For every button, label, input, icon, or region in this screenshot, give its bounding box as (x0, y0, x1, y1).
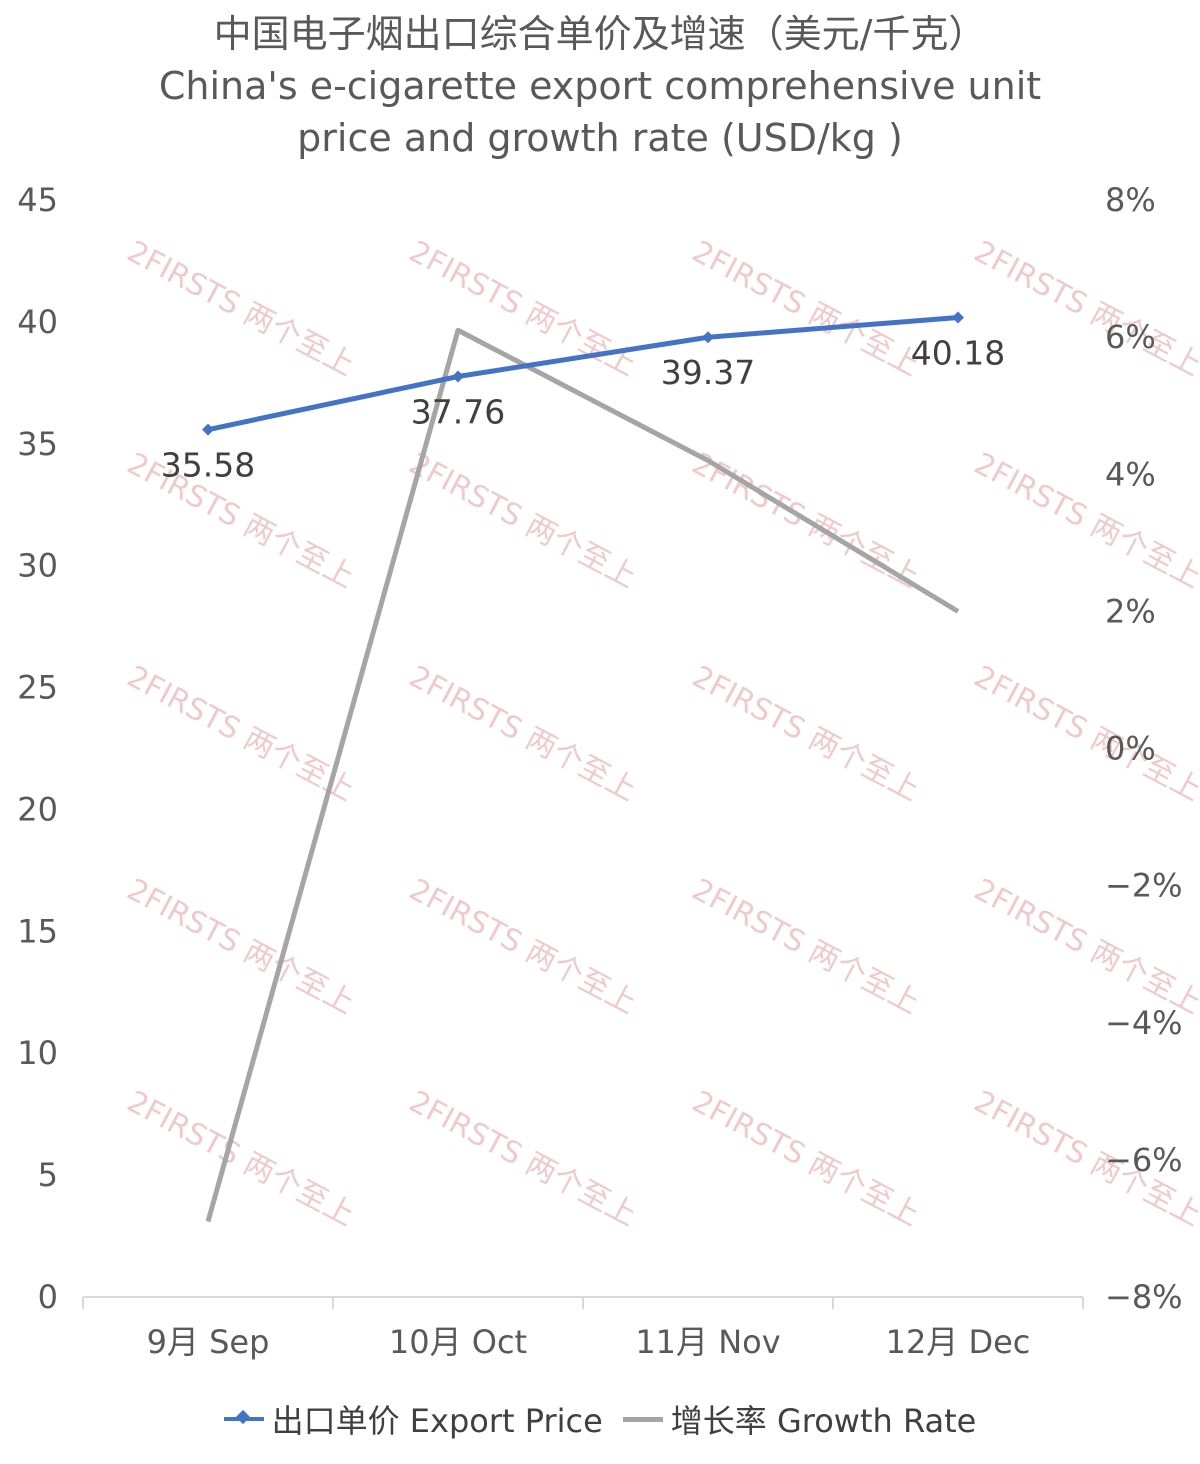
watermark-text: 2FIRSTS 两个至上 (121, 872, 360, 1021)
watermark-text: 2FIRSTS 两个至上 (686, 1084, 925, 1233)
data-point-export-price (452, 370, 464, 383)
right-y-tick-label: −2% (1105, 867, 1183, 905)
legend-label-growth: 增长率 Growth Rate (670, 1402, 977, 1440)
watermark-text: 2FIRSTS 两个至上 (403, 1084, 642, 1233)
right-y-tick-label: −4% (1105, 1004, 1183, 1042)
right-y-tick-label: −6% (1105, 1141, 1183, 1179)
watermark-text: 2FIRSTS 两个至上 (968, 446, 1200, 595)
right-y-tick-label: 8% (1105, 181, 1156, 219)
chart-title-en-line2: price and growth rate (USD/kg ) (297, 116, 903, 160)
left-y-tick-label: 10 (17, 1034, 58, 1072)
data-label-export-price: 37.76 (411, 392, 505, 431)
left-y-tick-label: 30 (17, 547, 58, 585)
x-tick-label: 10月 Oct (389, 1323, 527, 1361)
x-tick-label: 12月 Dec (886, 1323, 1031, 1361)
right-y-tick-label: 0% (1105, 730, 1156, 768)
left-y-tick-label: 45 (17, 181, 58, 219)
watermark-text: 2FIRSTS 两个至上 (403, 659, 642, 808)
right-y-tick-label: −8% (1105, 1278, 1183, 1316)
chart-canvas: 2FIRSTS 两个至上 2FIRSTS 两个至上 2FIRSTS 两个至上 2FIR… (17, 181, 1200, 1361)
data-label-export-price: 39.37 (661, 353, 755, 392)
right-y-tick-label: 6% (1105, 318, 1156, 356)
series-line-growth-rate (205, 327, 960, 1223)
data-label-export-price: 40.18 (911, 334, 1005, 373)
series-line-export-price (207, 315, 959, 433)
chart-title-en-line1: China's e-cigarette export comprehensive… (158, 64, 1042, 108)
data-point-export-price (202, 423, 214, 436)
watermark-text: 2FIRSTS 两个至上 (121, 234, 360, 383)
left-y-tick-label: 0 (38, 1278, 58, 1316)
watermark-text: 2FIRSTS 两个至上 (968, 659, 1200, 808)
data-point-export-price (702, 331, 714, 344)
legend-swatch-growth (622, 1416, 663, 1422)
watermark-text: 2FIRSTS 两个至上 (686, 659, 925, 808)
chart-title-zh: 中国电子烟出口综合单价及增速（美元/千克） (213, 12, 987, 56)
watermark-text: 2FIRSTS 两个至上 (403, 234, 642, 383)
watermark-text: 2FIRSTS 两个至上 (403, 446, 642, 595)
left-y-tick-label: 40 (17, 303, 58, 341)
watermark-text: 2FIRSTS 两个至上 (403, 872, 642, 1021)
watermark-text: 2FIRSTS 两个至上 (686, 872, 925, 1021)
right-y-tick-label: 4% (1105, 455, 1156, 493)
legend-item-price: 出口单价 Export Price (223, 1396, 603, 1442)
watermark-text: 2FIRSTS 两个至上 (121, 659, 360, 808)
left-y-tick-label: 25 (17, 669, 58, 707)
left-y-tick-label: 5 (38, 1156, 58, 1194)
data-point-export-price (952, 311, 964, 324)
x-tick-label: 11月 Nov (635, 1323, 780, 1361)
legend: 出口单价 Export Price 增长率 Growth Rate (0, 1396, 1200, 1442)
left-y-tick-label: 35 (17, 425, 58, 463)
x-tick-label: 9月 Sep (147, 1323, 270, 1361)
legend-item-growth: 增长率 Growth Rate (622, 1396, 977, 1442)
left-y-tick-label: 20 (17, 790, 58, 828)
right-y-tick-label: 2% (1105, 592, 1156, 630)
data-label-export-price: 35.58 (161, 446, 255, 485)
left-y-tick-label: 15 (17, 912, 58, 950)
legend-swatch-price (223, 1417, 264, 1421)
legend-label-price: 出口单价 Export Price (271, 1402, 603, 1440)
